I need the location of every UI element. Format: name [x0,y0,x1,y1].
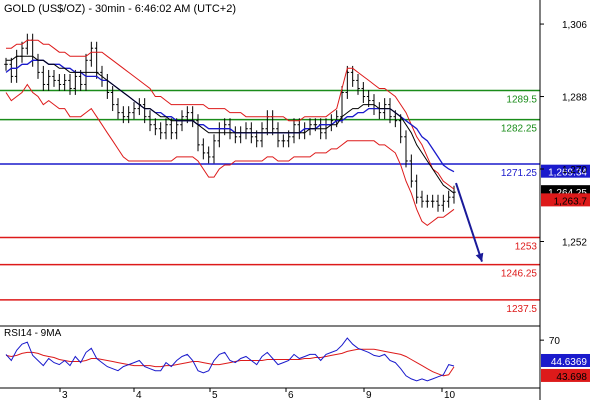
x-tick-label: 4 [136,390,142,400]
price-tag-label: 1,263.7 [554,196,588,207]
indicator-label: RSI14 - 9MA [4,328,62,339]
price-tag-label: 1,269.34 [548,168,587,179]
rsi-line [5,337,455,382]
price-tag [541,193,590,207]
level-label: 1289.5 [506,94,537,105]
projection-arrowhead [475,252,484,262]
y-tick-label: 1,270 [562,165,587,176]
x-tick-label: 5 [212,390,218,400]
level-label: 1237.5 [506,304,537,315]
x-tick-label: 10 [444,390,456,400]
projection-arrow [455,182,483,262]
moving-average-line-2 [6,55,455,194]
x-tick-label: 9 [366,390,372,400]
rsi-tag [541,353,590,367]
rsi-tag [541,368,590,382]
rsi-y-tick-label: 70 [549,336,561,347]
y-tick-label: 1,252 [562,237,587,248]
plot-background [0,0,540,388]
y-tick-label: 1,306 [562,20,587,31]
chart-title: GOLD (US$/OZ) - 30min - 6:46:02 AM (UTC+… [4,3,236,15]
price-tag [541,164,590,178]
y-tick-label: 1,288 [562,93,587,104]
level-label: 1253 [515,241,538,252]
rsi-tag-label: 43.698 [556,372,587,383]
level-label: 1271.25 [501,168,538,179]
bollinger-lower-line [5,83,455,227]
level-label: 1246.25 [501,269,538,280]
x-tick-label: 3 [62,390,68,400]
bollinger-upper-line [6,39,455,190]
x-tick-label: 6 [288,390,294,400]
rsi-tag-label: 44.6369 [551,357,588,368]
rsi-ma-line [5,348,455,377]
level-label: 1282.25 [501,124,538,135]
